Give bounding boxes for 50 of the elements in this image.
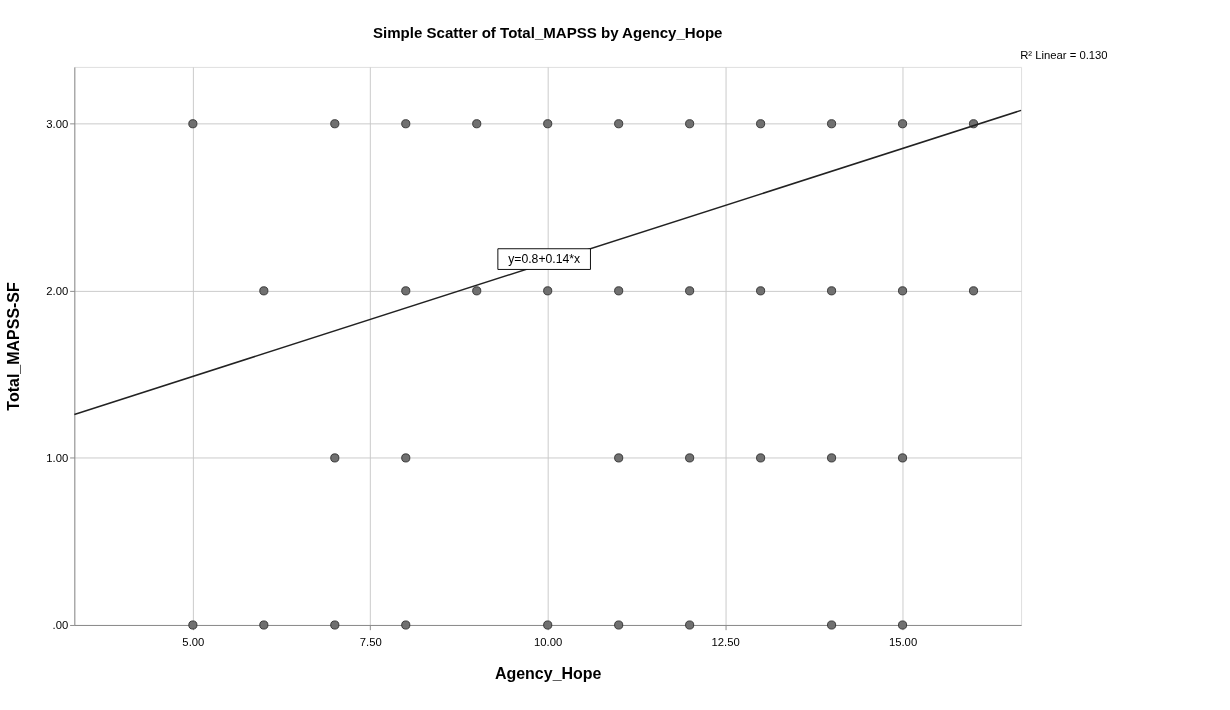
point xyxy=(614,119,624,129)
point xyxy=(898,620,908,630)
point xyxy=(827,119,837,129)
point xyxy=(543,119,553,129)
point xyxy=(401,620,411,630)
point xyxy=(685,453,695,463)
point xyxy=(756,453,766,463)
point xyxy=(472,286,482,296)
point xyxy=(756,119,766,129)
point xyxy=(259,286,269,296)
point xyxy=(827,286,837,296)
point xyxy=(827,620,837,630)
point xyxy=(827,453,837,463)
x-tick-label: 15.00 xyxy=(888,636,918,649)
point xyxy=(968,286,979,296)
point xyxy=(614,286,624,296)
point xyxy=(330,119,340,129)
chart-title: Simple Scatter of Total_MAPSS by Agency_Hope xyxy=(372,23,723,41)
point xyxy=(898,453,908,463)
point xyxy=(401,286,411,296)
x-axis-title: Agency_Hope xyxy=(494,665,602,683)
point xyxy=(330,620,340,630)
x-tick-label: 7.50 xyxy=(359,636,382,649)
point xyxy=(685,119,695,129)
text: R² Linear = 0.130 xyxy=(1020,49,1108,62)
y-tick-label: 1.00 xyxy=(46,452,69,465)
point xyxy=(401,119,411,129)
x-tick-label: 5.00 xyxy=(182,636,205,649)
point xyxy=(756,286,766,296)
point xyxy=(188,620,198,630)
point xyxy=(330,453,340,463)
point xyxy=(685,286,695,296)
y-tick-label: 2.00 xyxy=(46,285,69,298)
point xyxy=(543,286,553,296)
y-tick-label: 3.00 xyxy=(46,117,69,130)
point xyxy=(898,119,908,129)
y-axis-title: Total_MAPSS-SF xyxy=(4,281,22,411)
point xyxy=(685,620,695,630)
point xyxy=(543,620,553,630)
point xyxy=(614,620,624,630)
x-tick-label: 12.50 xyxy=(711,636,740,649)
y-tick-label: .00 xyxy=(52,619,69,632)
point xyxy=(614,453,624,463)
point xyxy=(259,620,269,630)
point xyxy=(401,453,411,463)
point xyxy=(188,119,198,129)
annotation: y=0.8+0.14*x xyxy=(508,251,581,266)
x-tick-label: 10.00 xyxy=(534,636,563,649)
point xyxy=(472,119,482,129)
point xyxy=(898,286,908,296)
